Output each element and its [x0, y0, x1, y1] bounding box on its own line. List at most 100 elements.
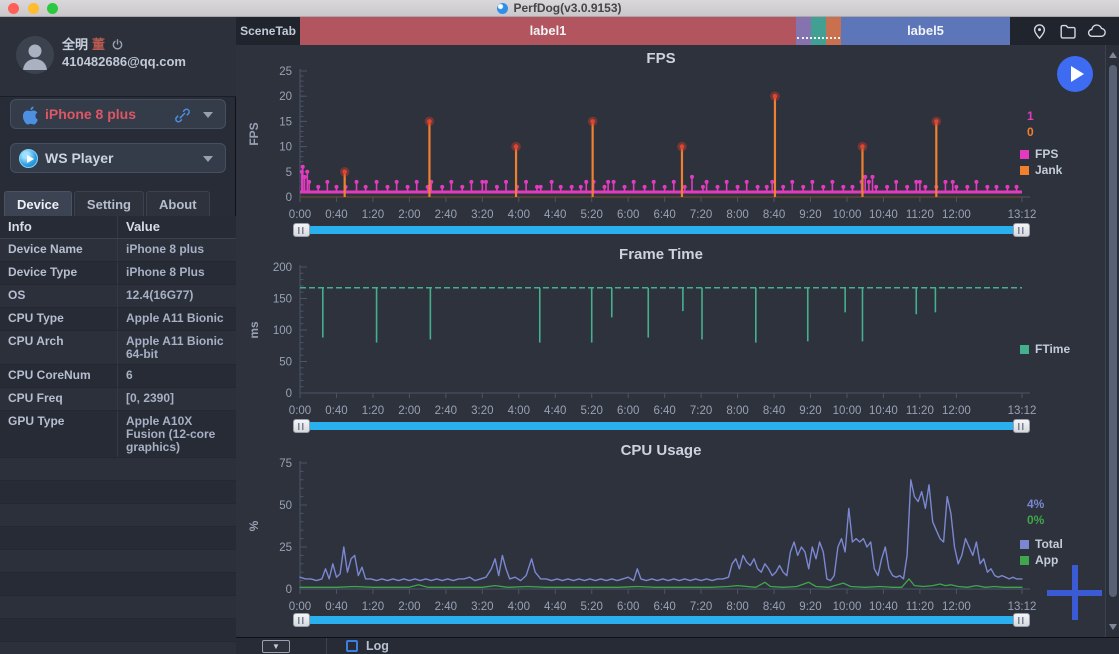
scrollbar-left-handle[interactable] — [293, 419, 310, 433]
scrollbar-right-handle[interactable] — [1013, 419, 1030, 433]
svg-text:4:40: 4:40 — [544, 405, 566, 417]
vertical-scrollbar-thumb[interactable] — [1109, 65, 1117, 597]
scrollbar-right-handle[interactable] — [1013, 223, 1030, 237]
fps-chart-hscrollbar[interactable] — [293, 223, 1030, 237]
svg-text:2:00: 2:00 — [398, 601, 420, 613]
table-row-empty — [0, 550, 236, 573]
scene-segment-label1[interactable]: label1 — [300, 17, 796, 45]
svg-text:0:40: 0:40 — [325, 209, 347, 221]
cloud-icon[interactable] — [1087, 22, 1106, 40]
user-name-row: 全明董 — [62, 34, 124, 53]
window-title-row: PerfDog(v3.0.9153) — [0, 1, 1119, 16]
table-row[interactable]: CPU CoreNum 6 — [0, 365, 236, 388]
scrollbar-track[interactable] — [309, 616, 1014, 624]
location-icon[interactable] — [1031, 22, 1048, 40]
scroll-up-arrow-icon[interactable] — [1109, 52, 1117, 58]
scene-segment-mini-3[interactable] — [826, 17, 841, 45]
frametime-chart-hscrollbar[interactable] — [293, 419, 1030, 433]
avatar[interactable] — [16, 36, 54, 74]
scene-segment-mini-1[interactable] — [796, 17, 811, 45]
user-email: 410482686@qq.com — [62, 54, 186, 69]
svg-text:12:00: 12:00 — [942, 209, 971, 221]
scroll-down-arrow-icon[interactable] — [1109, 624, 1117, 630]
scrollbar-track[interactable] — [309, 226, 1014, 234]
table-row-empty — [0, 481, 236, 504]
svg-text:5:20: 5:20 — [581, 209, 603, 221]
svg-text:0:00: 0:00 — [289, 405, 311, 417]
scrollbar-right-handle[interactable] — [1013, 613, 1030, 627]
svg-text:11:20: 11:20 — [906, 405, 934, 417]
device-info-table-body: Device Name iPhone 8 plus Device Type iPhon… — [0, 239, 236, 654]
device-selector[interactable]: iPhone 8 plus — [10, 99, 226, 129]
add-chart-button-vertical[interactable] — [1072, 565, 1078, 620]
scrollbar-track[interactable] — [309, 422, 1014, 430]
legend-item-ftime[interactable]: FTime — [1020, 342, 1115, 358]
jank-swatch — [1020, 166, 1029, 175]
log-checkbox[interactable] — [346, 640, 358, 652]
vertical-scrollbar[interactable] — [1105, 45, 1119, 637]
scrollbar-left-handle[interactable] — [293, 223, 310, 237]
table-row[interactable]: CPU Arch Apple A11 Bionic 64-bit — [0, 331, 236, 365]
svg-text:2:40: 2:40 — [435, 405, 457, 417]
info-cell: Device Name — [0, 239, 118, 261]
table-row[interactable]: Device Name iPhone 8 plus — [0, 239, 236, 262]
svg-text:7:20: 7:20 — [690, 601, 712, 613]
cpu-chart-hscrollbar[interactable] — [293, 613, 1030, 627]
svg-text:4:00: 4:00 — [508, 601, 530, 613]
info-cell: OS — [0, 285, 118, 307]
svg-text:4:00: 4:00 — [508, 209, 530, 221]
svg-text:6:00: 6:00 — [617, 405, 639, 417]
column-header-value: Value — [126, 219, 160, 234]
player-selector[interactable]: WS Player — [10, 143, 226, 173]
chart-pane: SceneTab label1 label5 FPS 0 5 — [236, 17, 1119, 654]
scene-segment-mini-2[interactable] — [811, 17, 826, 45]
cpu-chart-title: CPU Usage — [620, 442, 702, 459]
device-selector-label: iPhone 8 plus — [45, 106, 137, 122]
value-cell: Apple A11 Bionic 64-bit — [126, 334, 224, 361]
value-cell: iPhone 8 Plus — [126, 265, 205, 279]
collapse-dropdown-button[interactable]: ▼ — [262, 640, 290, 653]
tab-device[interactable]: Device — [4, 191, 72, 216]
minimize-window-button[interactable] — [28, 3, 39, 14]
scene-tab-bar: SceneTab label1 label5 — [236, 17, 1119, 45]
svg-text:8:40: 8:40 — [763, 209, 785, 221]
svg-text:2:00: 2:00 — [398, 209, 420, 221]
table-row[interactable]: CPU Type Apple A11 Bionic — [0, 308, 236, 331]
frametime-chart-plot[interactable]: 0 50 100 150 200 0:00 0:40 1:20 2:00 2:40 3:20 4:00… — [236, 262, 1119, 417]
svg-text:2:40: 2:40 — [435, 601, 457, 613]
svg-text:0:00: 0:00 — [289, 601, 311, 613]
scene-segment-label5[interactable]: label5 — [841, 17, 1010, 45]
scrollbar-left-handle[interactable] — [293, 613, 310, 627]
cpu-chart-plot[interactable]: 0 25 50 75 0:00 0:40 1:20 2:00 2:40 3:20 4:00 4:40 5… — [236, 458, 1119, 613]
table-row[interactable]: Device Type iPhone 8 Plus — [0, 262, 236, 285]
close-window-button[interactable] — [8, 3, 19, 14]
table-row[interactable]: CPU Freq [0, 2390] — [0, 388, 236, 411]
svg-text:6:40: 6:40 — [653, 405, 675, 417]
value-cell: iPhone 8 plus — [126, 242, 205, 256]
play-button[interactable] — [1057, 56, 1093, 92]
table-row[interactable]: OS 12.4(16G77) — [0, 285, 236, 308]
table-header-row: Info Value — [0, 216, 236, 239]
svg-text:7:20: 7:20 — [690, 209, 712, 221]
tab-about[interactable]: About — [145, 191, 210, 216]
legend-item-jank[interactable]: Jank — [1020, 163, 1115, 179]
legend-item-total[interactable]: Total — [1020, 537, 1115, 553]
info-cell: CPU Freq — [0, 388, 118, 410]
svg-text:1:20: 1:20 — [362, 209, 384, 221]
folder-icon[interactable] — [1059, 22, 1077, 40]
zoom-window-button[interactable] — [47, 3, 58, 14]
svg-text:200: 200 — [273, 262, 292, 274]
value-cell: 6 — [126, 368, 133, 382]
legend-item-fps[interactable]: FPS — [1020, 147, 1115, 163]
svg-text:5:20: 5:20 — [581, 405, 603, 417]
svg-text:3:20: 3:20 — [471, 405, 493, 417]
power-icon[interactable] — [111, 38, 124, 51]
scene-tab-label: SceneTab — [240, 24, 296, 38]
table-row[interactable]: GPU Type Apple A10X Fusion (12-core graph… — [0, 411, 236, 458]
log-label: Log — [366, 639, 389, 653]
legend-item-app[interactable]: App — [1020, 553, 1115, 569]
apple-icon — [22, 106, 38, 125]
tab-setting[interactable]: Setting — [73, 191, 144, 216]
svg-text:2:00: 2:00 — [398, 405, 420, 417]
